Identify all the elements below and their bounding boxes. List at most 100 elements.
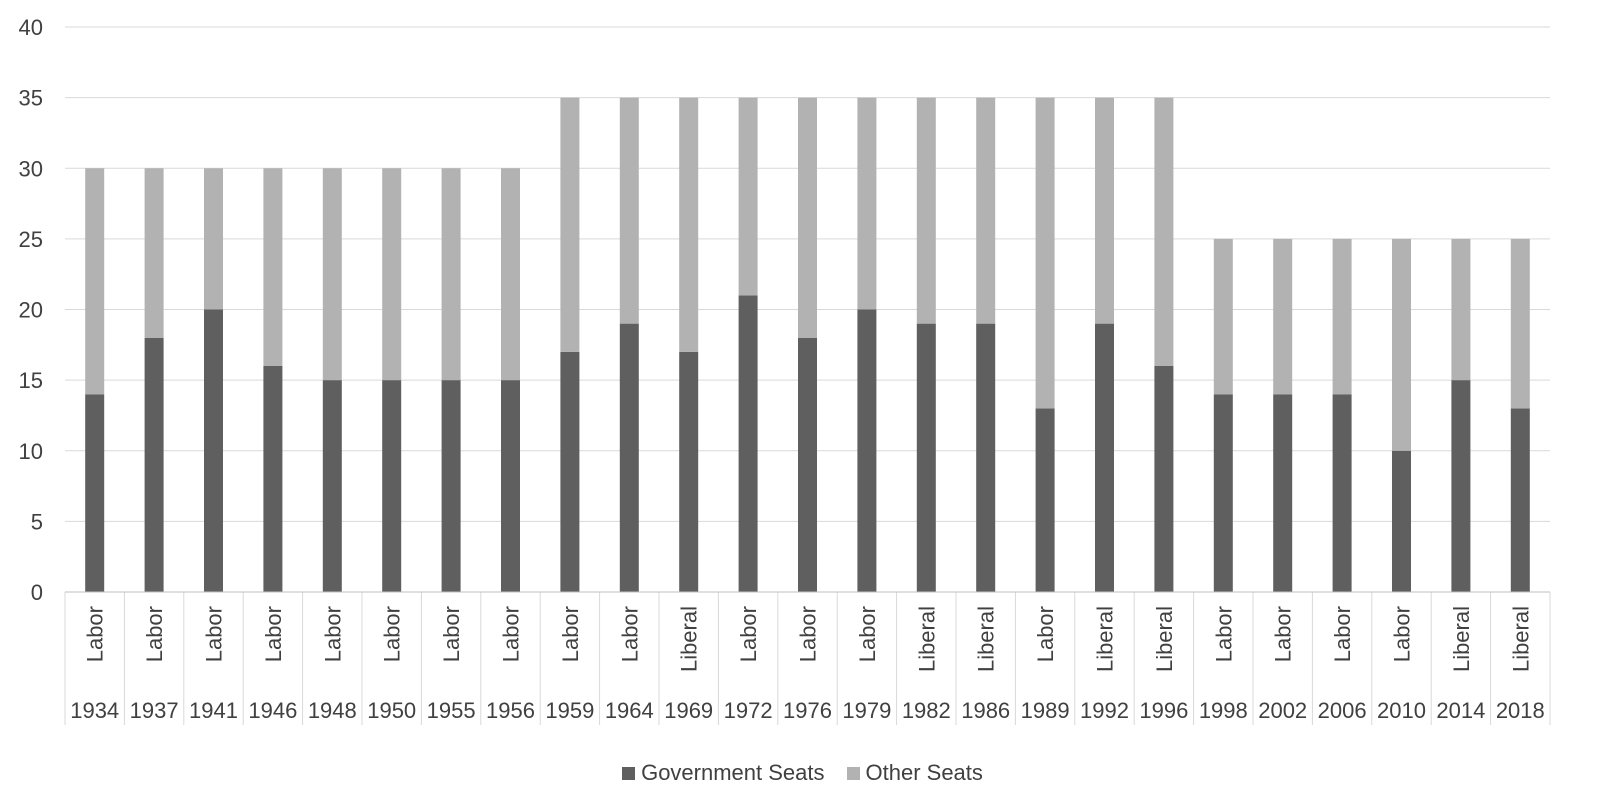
- bar-government-seats: [798, 337, 817, 592]
- party-label: Labor: [1390, 606, 1415, 662]
- party-label: Labor: [380, 606, 405, 662]
- party-label: Labor: [796, 606, 821, 662]
- y-tick-label: 5: [31, 509, 43, 534]
- bar-other-seats: [263, 168, 283, 366]
- x-tick-label: 1937: [130, 698, 179, 723]
- x-tick-label: 2014: [1436, 698, 1485, 723]
- bar-other-seats: [85, 168, 105, 395]
- x-tick-label: 2002: [1258, 698, 1307, 723]
- x-tick-label: 1946: [248, 698, 297, 723]
- party-label: Liberal: [677, 606, 702, 672]
- bar-other-seats: [560, 97, 580, 352]
- bar-government-seats: [1273, 394, 1293, 592]
- bar-other-seats: [1154, 97, 1174, 366]
- x-tick-label: 1989: [1021, 698, 1070, 723]
- bar-other-seats: [1392, 238, 1411, 451]
- party-label: Labor: [617, 606, 642, 662]
- legend-swatch-government: [622, 766, 636, 780]
- bar-government-seats: [501, 380, 520, 592]
- x-tick-label: 1992: [1080, 698, 1129, 723]
- bar-government-seats: [857, 309, 877, 592]
- x-tick-label: 1964: [605, 698, 654, 723]
- bar-government-seats: [619, 323, 639, 592]
- party-label: Liberal: [1449, 606, 1474, 672]
- x-tick-label: 1959: [545, 698, 594, 723]
- legend-item-government: Government Seats: [622, 760, 825, 786]
- party-label: Labor: [83, 606, 108, 662]
- x-tick-label: 1969: [664, 698, 713, 723]
- x-tick-label: 2006: [1318, 698, 1367, 723]
- bar-government-seats: [1213, 394, 1233, 592]
- bar-government-seats: [204, 309, 223, 592]
- legend: Government Seats Other Seats: [0, 760, 1605, 786]
- bar-government-seats: [263, 366, 283, 592]
- x-tick-label: 1996: [1139, 698, 1188, 723]
- legend-item-other: Other Seats: [846, 760, 983, 786]
- party-label: Liberal: [914, 606, 939, 672]
- y-tick-label: 25: [19, 227, 43, 252]
- bar-other-seats: [679, 97, 699, 352]
- x-tick-label: 1941: [189, 698, 238, 723]
- bar-other-seats: [1213, 238, 1233, 395]
- x-tick-label: 1976: [783, 698, 832, 723]
- bar-government-seats: [382, 380, 402, 592]
- bar-other-seats: [204, 168, 223, 310]
- party-label: Labor: [142, 606, 167, 662]
- legend-swatch-other: [846, 766, 860, 780]
- x-tick-label: 2018: [1496, 698, 1545, 723]
- bar-other-seats: [619, 97, 639, 324]
- bar-other-seats: [738, 97, 758, 296]
- y-tick-label: 30: [19, 156, 43, 181]
- bar-other-seats: [382, 168, 402, 381]
- x-tick-label: 1948: [308, 698, 357, 723]
- stacked-bar-chart: 0 5 10 15 20 25 30 35 40 Labor 1934 Labor 1937 Labor 1…: [19, 15, 1551, 725]
- bar-other-seats: [976, 97, 996, 324]
- bar-government-seats: [1095, 323, 1114, 592]
- y-tick-label: 10: [19, 439, 43, 464]
- bar-government-seats: [976, 323, 996, 592]
- party-label: Liberal: [1152, 606, 1177, 672]
- party-label: Labor: [1211, 606, 1236, 662]
- party-label: Labor: [320, 606, 345, 662]
- bar-government-seats: [1035, 408, 1055, 592]
- bar-government-seats: [144, 337, 164, 592]
- bar-other-seats: [144, 168, 164, 338]
- x-tick-label: 1972: [724, 698, 773, 723]
- bar-government-seats: [1451, 380, 1471, 592]
- party-label: Labor: [499, 606, 524, 662]
- bar-government-seats: [1154, 366, 1174, 592]
- x-tick-label: 2010: [1377, 698, 1426, 723]
- bar-other-seats: [322, 168, 342, 381]
- x-tick-label: 1982: [902, 698, 951, 723]
- bar-other-seats: [1095, 97, 1114, 324]
- bar-government-seats: [738, 295, 758, 592]
- party-label: Liberal: [1093, 606, 1118, 672]
- bar-other-seats: [1035, 97, 1055, 409]
- bar-government-seats: [560, 351, 580, 592]
- x-tick-label: 1979: [842, 698, 891, 723]
- x-tick-label: 1950: [367, 698, 416, 723]
- party-label: Labor: [1271, 606, 1296, 662]
- party-label: Liberal: [974, 606, 999, 672]
- y-tick-label: 20: [19, 298, 43, 323]
- party-label: Labor: [1033, 606, 1058, 662]
- bar-other-seats: [1332, 238, 1352, 395]
- y-tick-label: 15: [19, 368, 43, 393]
- party-label: Labor: [202, 606, 227, 662]
- bar-government-seats: [322, 380, 342, 592]
- party-label: Labor: [736, 606, 761, 662]
- bar-other-seats: [441, 168, 461, 381]
- x-tick-label: 1998: [1199, 698, 1248, 723]
- legend-label-government: Government Seats: [641, 760, 825, 785]
- party-label: Labor: [855, 606, 880, 662]
- bar-other-seats: [798, 97, 817, 338]
- party-label: Liberal: [1508, 606, 1533, 672]
- y-tick-label: 35: [19, 86, 43, 111]
- bar-other-seats: [1273, 238, 1293, 395]
- bar-other-seats: [1510, 238, 1530, 409]
- x-tick-label: 1934: [70, 698, 119, 723]
- bar-government-seats: [916, 323, 936, 592]
- party-label: Labor: [1330, 606, 1355, 662]
- x-tick-label: 1986: [961, 698, 1010, 723]
